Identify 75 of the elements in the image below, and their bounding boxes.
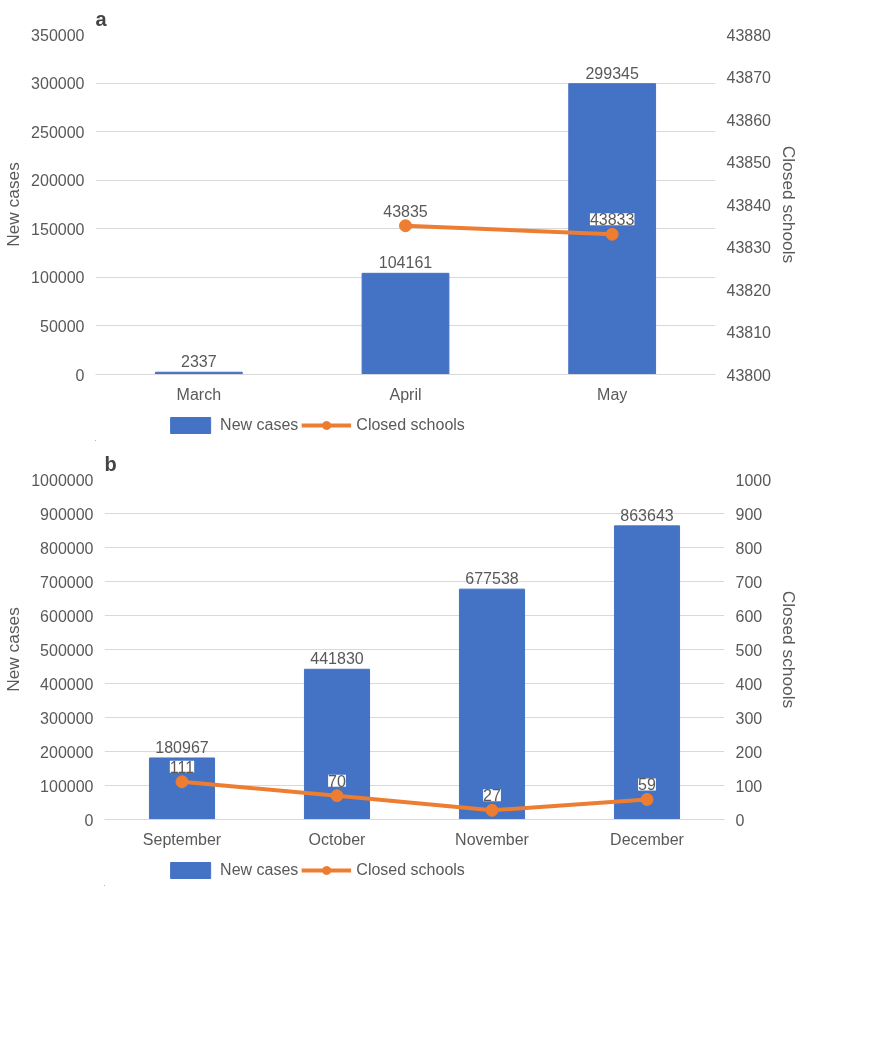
x-tick-label: April [389, 385, 422, 403]
legend-label: Closed schools [356, 861, 465, 879]
bar [568, 83, 657, 375]
legend-label: Closed schools [356, 416, 465, 434]
chart-title: b [104, 452, 117, 475]
y-tick-label: 1000000 [31, 471, 94, 489]
y-tick-label: 100000 [31, 269, 85, 287]
y-tick-label: 300000 [40, 709, 94, 727]
y-tick-label: 300000 [31, 75, 85, 93]
data-label: 70 [328, 772, 346, 790]
y2-tick-label: 400 [735, 675, 763, 693]
y2-tick-label: 43880 [726, 26, 772, 44]
y-axis-title: New cases [3, 606, 24, 692]
y-tick-label: 800000 [40, 539, 94, 557]
data-label: 2337 [181, 353, 217, 371]
data-label: 111 [169, 758, 195, 776]
data-label: 863643 [620, 506, 674, 524]
y-tick-label: 0 [75, 366, 85, 384]
y2-axis-title: Closed schools [779, 590, 800, 709]
y-tick-label: 250000 [31, 123, 85, 141]
y2-tick-label: 43850 [726, 154, 772, 171]
data-label: 441830 [310, 650, 364, 668]
data-label: 59 [638, 776, 656, 794]
x-tick-label: March [176, 385, 222, 403]
y-tick-label: 50000 [40, 317, 85, 335]
y2-tick-label: 100 [735, 777, 763, 795]
bar [613, 525, 681, 820]
y2-tick-label: 900 [735, 505, 763, 523]
y-tick-label: 600000 [40, 607, 94, 625]
legend-label: New cases [220, 416, 299, 434]
y-tick-label: 0 [84, 811, 94, 829]
legend-label: New cases [220, 861, 299, 879]
data-label: 180967 [155, 738, 209, 756]
bar [303, 668, 371, 820]
y2-tick-label: 43800 [726, 366, 772, 384]
data-label: 299345 [585, 64, 639, 82]
bar [458, 588, 526, 820]
y2-tick-label: 43820 [726, 281, 772, 299]
y2-tick-label: 500 [735, 641, 763, 659]
data-label: 43835 [383, 202, 428, 220]
bar [148, 757, 216, 820]
y-tick-label: 200000 [40, 743, 94, 761]
y2-tick-label: 1000 [735, 471, 772, 489]
y2-tick-label: 43860 [726, 111, 772, 129]
y-tick-label: 900000 [40, 505, 94, 523]
data-label: 27 [483, 787, 501, 805]
y2-tick-label: 43870 [726, 69, 772, 86]
x-tick-label: December [610, 830, 685, 848]
y2-tick-label: 43810 [726, 324, 772, 341]
data-label: 43833 [589, 211, 635, 229]
y2-tick-label: 43830 [726, 239, 772, 256]
y-tick-label: 700000 [40, 573, 94, 591]
data-label: 677538 [465, 570, 519, 588]
y-tick-label: 100000 [40, 777, 94, 795]
bar [361, 272, 450, 375]
y2-tick-label: 0 [735, 811, 745, 829]
y-tick-label: 200000 [31, 172, 85, 190]
y2-tick-label: 800 [735, 539, 763, 557]
x-tick-label: October [308, 830, 367, 848]
data-label: 104161 [378, 254, 433, 272]
y-tick-label: 150000 [31, 220, 85, 238]
y-tick-label: 500000 [40, 641, 94, 659]
x-tick-label: September [142, 830, 222, 848]
y2-axis-title: Closed schools [778, 145, 799, 264]
x-tick-label: November [455, 830, 530, 848]
y-tick-label: 400000 [40, 675, 94, 693]
y2-tick-label: 200 [735, 743, 763, 761]
y2-tick-label: 300 [735, 709, 763, 727]
y2-tick-label: 700 [735, 573, 763, 591]
chart-title: a [95, 7, 108, 30]
x-tick-label: May [597, 385, 628, 403]
y2-tick-label: 600 [735, 607, 763, 625]
y2-tick-label: 43840 [726, 196, 772, 214]
y-axis-title: New cases [3, 161, 24, 247]
y-tick-label: 350000 [31, 26, 85, 44]
